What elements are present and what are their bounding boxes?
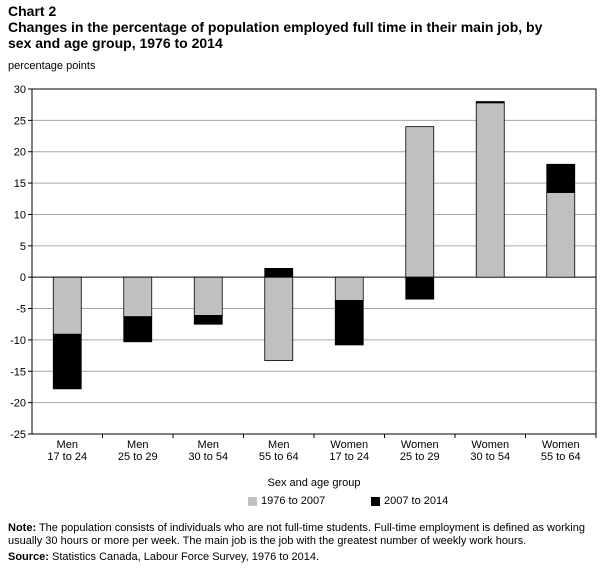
x-tick-label: 17 to 24 — [329, 451, 369, 463]
plot-frame — [31, 88, 597, 435]
bar-2-6 — [405, 276, 435, 300]
source-text: Statistics Canada, Labour Force Survey, … — [48, 551, 320, 563]
y-tick-label: 5 — [20, 241, 26, 253]
x-tick-label: Men — [268, 439, 289, 451]
gridlines — [32, 88, 596, 435]
y-tick-label: 15 — [14, 178, 26, 190]
bar-1-6 — [405, 126, 435, 278]
chart-note: Note: The population consists of individ… — [8, 522, 603, 548]
y-tick-label: -5 — [16, 304, 26, 316]
bar-1-4 — [264, 276, 294, 362]
bar-2-1 — [52, 333, 82, 390]
note-text: The population consists of individuals w… — [8, 522, 585, 547]
bar-1-1 — [52, 276, 82, 335]
x-tick-label: 30 to 54 — [470, 451, 510, 463]
y-tick-label: 30 — [14, 84, 26, 96]
x-tick-label: Women — [401, 439, 439, 451]
bar-2-3 — [193, 315, 223, 325]
y-tick-label: 10 — [14, 209, 26, 221]
legend-swatch-1 — [248, 496, 257, 506]
y-tick-label: 0 — [20, 272, 26, 284]
y-tick-label: -20 — [10, 398, 26, 410]
x-tick-label: Men — [127, 439, 148, 451]
bar-2-2 — [123, 316, 153, 343]
x-tick-label: 25 to 29 — [400, 451, 440, 463]
legend-swatch-2 — [371, 496, 380, 506]
chart-title: Changes in the percentage of population … — [8, 19, 543, 51]
x-tick-label: Women — [330, 439, 368, 451]
bar-1-7 — [475, 102, 505, 278]
x-tick-label: 55 to 64 — [259, 451, 299, 463]
y-tick-label: 20 — [14, 147, 26, 159]
bar-2-7 — [475, 101, 505, 104]
x-axis-label: Sex and age group — [268, 477, 361, 489]
bar-1-8 — [546, 192, 576, 278]
source-label: Source: — [8, 551, 49, 563]
legend-item-1: 1976 to 2007 — [248, 495, 325, 507]
bar-2-5 — [334, 299, 364, 346]
x-tick-label: 30 to 54 — [188, 451, 228, 463]
x-tick-label: Women — [542, 439, 580, 451]
bar-2-8 — [546, 163, 576, 193]
legend-item-2: 2007 to 2014 — [371, 495, 448, 507]
y-tick-label: -15 — [10, 366, 26, 378]
y-axis-label: percentage points — [8, 60, 96, 72]
chart-label: Chart 2 — [8, 3, 57, 19]
x-tick-label: 55 to 64 — [541, 451, 581, 463]
x-tick-label: Women — [471, 439, 509, 451]
x-tick-label: Men — [57, 439, 78, 451]
bar-2-4 — [264, 267, 294, 278]
note-label: Note: — [8, 522, 37, 534]
y-tick-label: -10 — [10, 335, 26, 347]
chart-source: Source: Statistics Canada, Labour Force … — [8, 551, 319, 563]
y-tick-label: -25 — [10, 429, 26, 441]
x-tick-label: 25 to 29 — [118, 451, 158, 463]
x-tick-label: Men — [198, 439, 219, 451]
bars — [52, 101, 576, 390]
legend-label-1: 1976 to 2007 — [261, 495, 326, 507]
y-tick-label: 25 — [14, 115, 26, 127]
y-axis-ticks: 30 25 20 15 10 5 0 -5 -10 -15 -20 -25 — [10, 84, 32, 441]
bar-1-5 — [334, 276, 364, 301]
bar-1-3 — [193, 276, 223, 316]
bar-1-2 — [123, 276, 153, 318]
legend-label-2: 2007 to 2014 — [384, 495, 449, 507]
x-tick-label: 17 to 24 — [47, 451, 87, 463]
